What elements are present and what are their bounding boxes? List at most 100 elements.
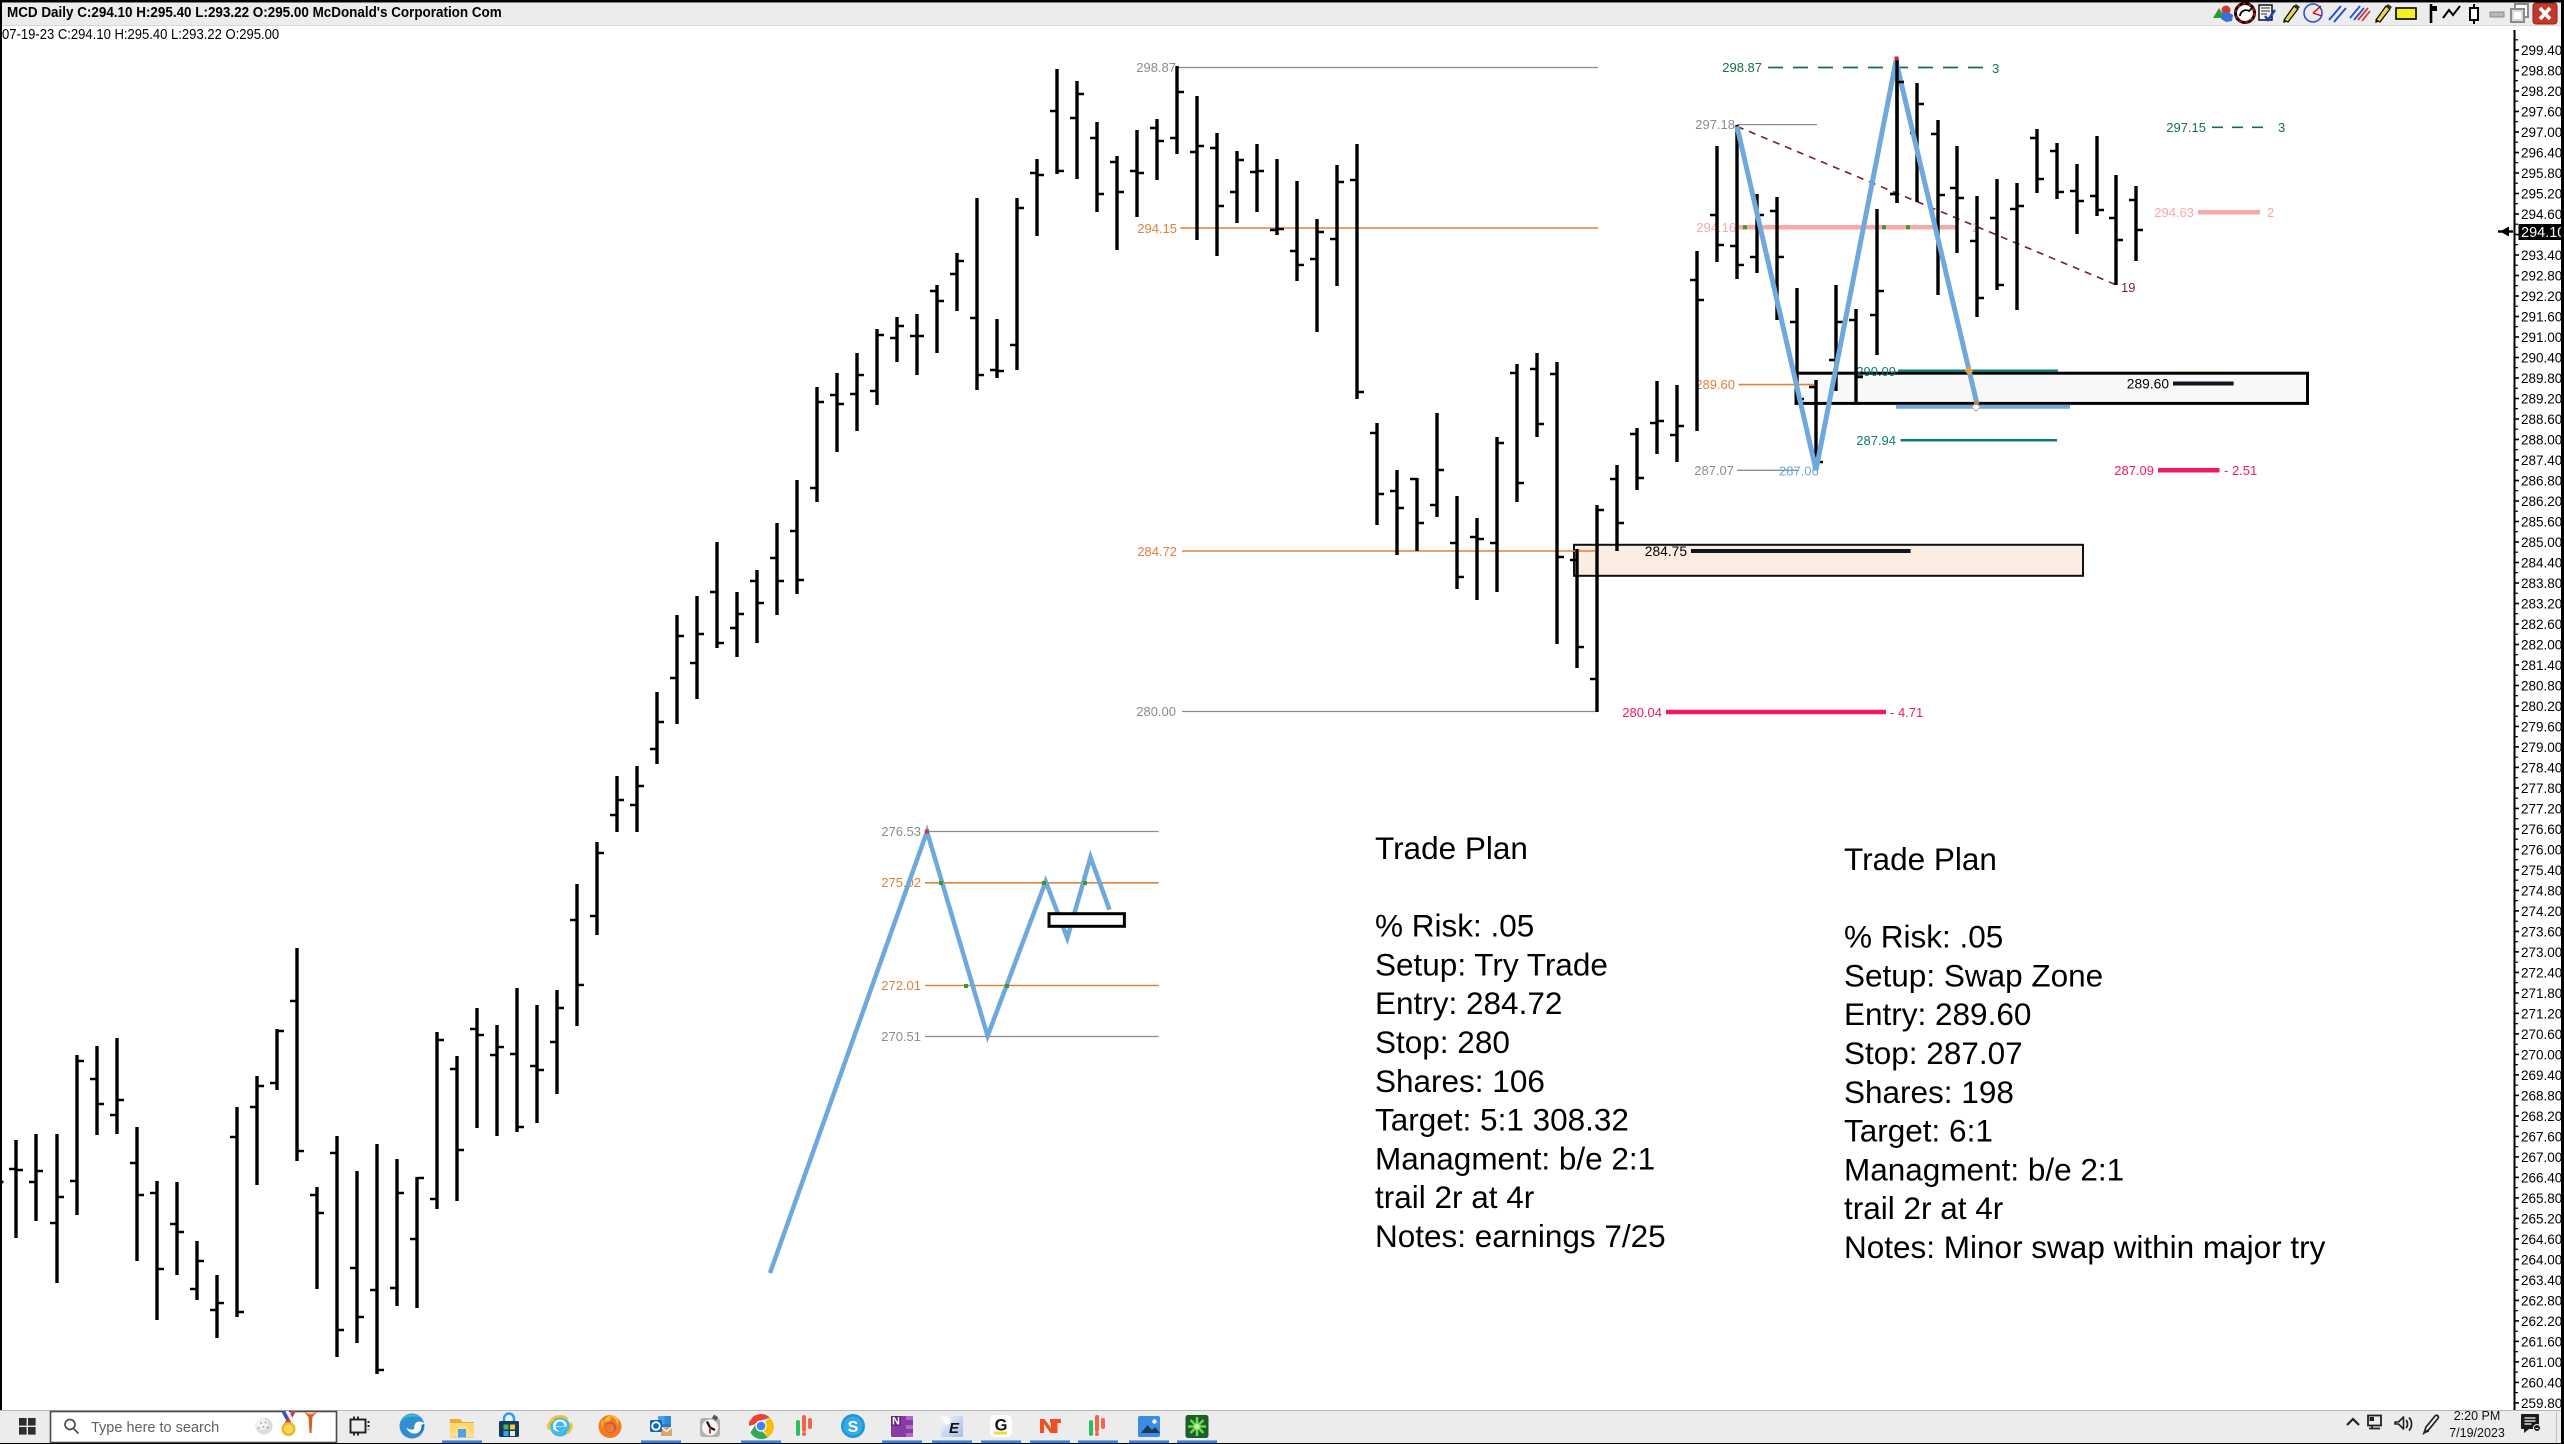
svg-text:278.40: 278.40 [2521, 760, 2562, 775]
svg-text:Notes: earnings 7/25: Notes: earnings 7/25 [1375, 1218, 1666, 1254]
svg-text:285.60: 285.60 [2521, 515, 2562, 530]
svg-text:259.80: 259.80 [2521, 1396, 2562, 1411]
svg-text:288.00: 288.00 [2521, 433, 2562, 448]
svg-text:285.00: 285.00 [2521, 535, 2562, 550]
svg-text:291.00: 291.00 [2521, 330, 2562, 345]
svg-text:271.20: 271.20 [2521, 1006, 2562, 1021]
svg-text:273.60: 273.60 [2521, 924, 2562, 939]
svg-text:Setup: Try Trade: Setup: Try Trade [1375, 946, 1608, 982]
svg-text:Shares: 198: Shares: 198 [1844, 1074, 2014, 1110]
svg-text:291.60: 291.60 [2521, 310, 2562, 325]
svg-text:270.51: 270.51 [881, 1029, 921, 1044]
svg-text:283.20: 283.20 [2521, 597, 2562, 612]
svg-text:269.40: 269.40 [2521, 1068, 2562, 1083]
svg-text:289.60: 289.60 [2127, 377, 2170, 392]
svg-text:289.60: 289.60 [1695, 377, 1735, 392]
svg-text:280.04: 280.04 [1622, 705, 1662, 720]
svg-text:% Risk: .05: % Risk: .05 [1844, 919, 2003, 955]
svg-text:N: N [892, 1416, 900, 1428]
svg-text:Shares: 106: Shares: 106 [1375, 1063, 1545, 1099]
svg-text:297.18: 297.18 [1695, 117, 1735, 132]
svg-text:3: 3 [2278, 120, 2285, 135]
svg-text:261.00: 261.00 [2521, 1355, 2562, 1370]
svg-text:264.60: 264.60 [2521, 1232, 2562, 1247]
svg-text:274.20: 274.20 [2521, 904, 2562, 919]
svg-text:286.80: 286.80 [2521, 474, 2562, 489]
svg-text:294.63: 294.63 [2154, 205, 2194, 220]
svg-text:284.75: 284.75 [1645, 544, 1688, 559]
svg-text:Stop: 280: Stop: 280 [1375, 1024, 1510, 1060]
svg-text:284.72: 284.72 [1137, 544, 1177, 559]
svg-text:286.20: 286.20 [2521, 494, 2562, 509]
svg-text:282.00: 282.00 [2521, 638, 2562, 653]
svg-text:% Risk: .05: % Risk: .05 [1375, 908, 1534, 944]
svg-text:279.60: 279.60 [2521, 719, 2562, 734]
svg-text:298.87: 298.87 [1136, 60, 1176, 75]
svg-text:264.00: 264.00 [2521, 1252, 2562, 1267]
svg-text:- 4.71: - 4.71 [1890, 705, 1923, 720]
svg-text:262.20: 262.20 [2521, 1314, 2562, 1329]
svg-text:284.40: 284.40 [2521, 556, 2562, 571]
svg-text:2:20 PM: 2:20 PM [2454, 1409, 2501, 1423]
svg-text:287.09: 287.09 [2114, 463, 2154, 478]
svg-text:263.40: 263.40 [2521, 1273, 2562, 1288]
svg-text:G: G [995, 1417, 1008, 1435]
svg-text:295.80: 295.80 [2521, 166, 2562, 181]
svg-text:281.40: 281.40 [2521, 658, 2562, 673]
svg-text:272.01: 272.01 [881, 978, 921, 993]
svg-text:290.09: 290.09 [1856, 364, 1896, 379]
svg-text:Managment: b/e 2:1: Managment: b/e 2:1 [1844, 1151, 2124, 1187]
svg-text:297.15: 297.15 [2166, 120, 2206, 135]
svg-text:274.80: 274.80 [2521, 883, 2562, 898]
svg-text:299.40: 299.40 [2521, 43, 2562, 58]
svg-text:280.80: 280.80 [2521, 679, 2562, 694]
svg-text:Entry: 289.60: Entry: 289.60 [1844, 996, 2031, 1032]
svg-text:272.40: 272.40 [2521, 965, 2562, 980]
svg-text:276.53: 276.53 [881, 824, 921, 839]
svg-text:293.40: 293.40 [2521, 248, 2562, 263]
svg-text:Entry: 284.72: Entry: 284.72 [1375, 985, 1562, 1021]
svg-text:290.40: 290.40 [2521, 351, 2562, 366]
svg-text:270.60: 270.60 [2521, 1027, 2562, 1042]
svg-text:273.00: 273.00 [2521, 945, 2562, 960]
svg-text:262.80: 262.80 [2521, 1293, 2562, 1308]
svg-text:289.80: 289.80 [2521, 371, 2562, 386]
svg-text:275.40: 275.40 [2521, 863, 2562, 878]
svg-text:270.00: 270.00 [2521, 1047, 2562, 1062]
svg-text:265.20: 265.20 [2521, 1211, 2562, 1226]
svg-text:276.00: 276.00 [2521, 842, 2562, 857]
svg-text:271.80: 271.80 [2521, 986, 2562, 1001]
svg-text:289.20: 289.20 [2521, 392, 2562, 407]
svg-text:265.80: 265.80 [2521, 1191, 2562, 1206]
svg-text:Managment: b/e 2:1: Managment: b/e 2:1 [1375, 1140, 1655, 1176]
svg-text:298.80: 298.80 [2521, 64, 2562, 79]
svg-text:2: 2 [2267, 205, 2274, 220]
svg-text:280.00: 280.00 [1136, 704, 1176, 719]
svg-text:260.40: 260.40 [2521, 1375, 2562, 1390]
svg-text:292.80: 292.80 [2521, 269, 2562, 284]
svg-text:trail 2r at 4r: trail 2r at 4r [1375, 1179, 1534, 1215]
svg-text:280.20: 280.20 [2521, 699, 2562, 714]
svg-text:283.80: 283.80 [2521, 576, 2562, 591]
svg-text:268.20: 268.20 [2521, 1109, 2562, 1124]
svg-text:294.10: 294.10 [2521, 225, 2564, 241]
svg-text:297.00: 297.00 [2521, 125, 2562, 140]
svg-text:277.80: 277.80 [2521, 781, 2562, 796]
svg-text:294.15: 294.15 [1137, 221, 1177, 236]
svg-text:279.00: 279.00 [2521, 740, 2562, 755]
svg-text:267.60: 267.60 [2521, 1129, 2562, 1144]
svg-text:Trade Plan: Trade Plan [1844, 841, 1997, 877]
svg-text:298.87: 298.87 [1722, 60, 1762, 75]
svg-text:297.60: 297.60 [2521, 105, 2562, 120]
svg-text:Stop: 287.07: Stop: 287.07 [1844, 1035, 2023, 1071]
svg-text:Target: 5:1 308.32: Target: 5:1 308.32 [1375, 1102, 1629, 1138]
svg-text:7/19/2023: 7/19/2023 [2449, 1426, 2505, 1440]
svg-text:S: S [848, 1419, 859, 1436]
svg-text:3: 3 [1992, 61, 1999, 76]
svg-text:trail 2r at 4r: trail 2r at 4r [1844, 1190, 2003, 1226]
svg-text:19: 19 [2121, 280, 2135, 295]
svg-text:295.20: 295.20 [2521, 187, 2562, 202]
svg-text:E: E [949, 1420, 960, 1437]
svg-text:277.20: 277.20 [2521, 801, 2562, 816]
svg-text:298.20: 298.20 [2521, 84, 2562, 99]
